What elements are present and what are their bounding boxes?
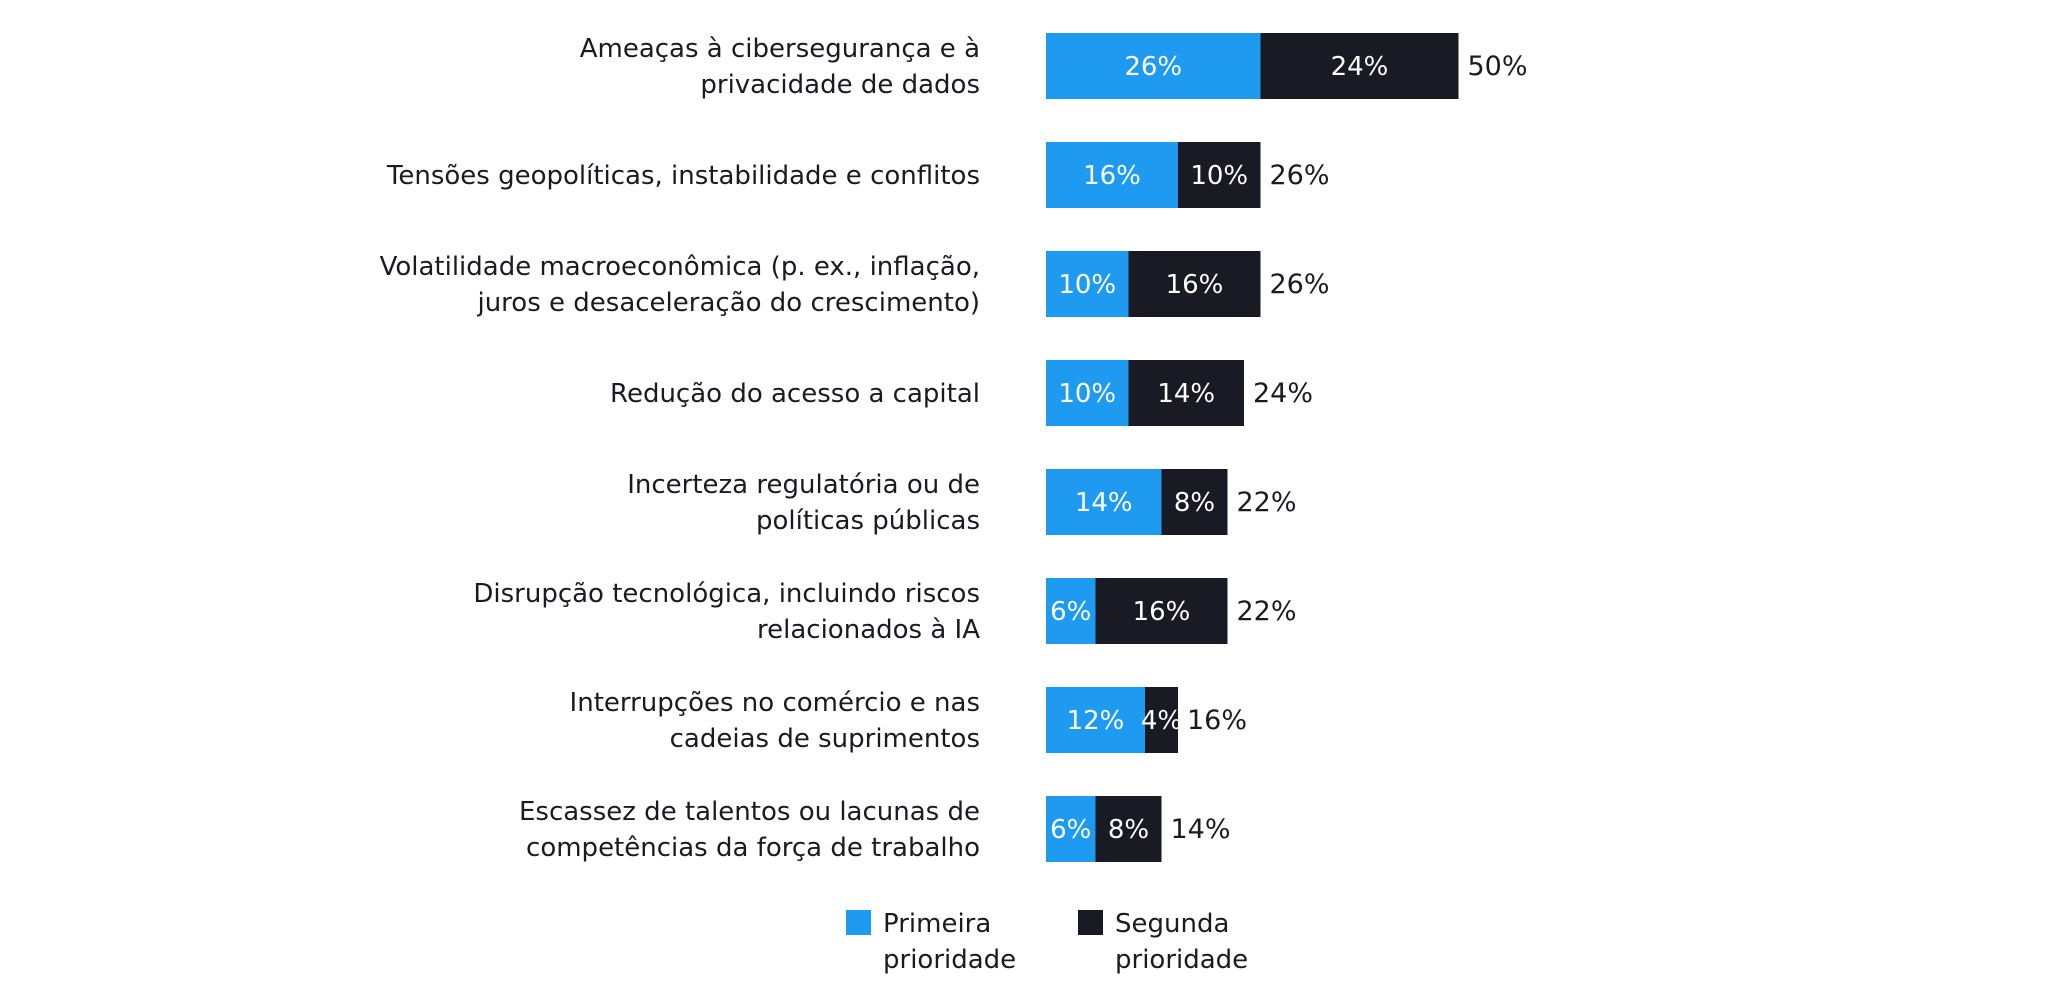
bar-segment-segunda (1095, 578, 1228, 644)
data-label: 16% (1083, 161, 1141, 191)
total-label: 24% (1253, 378, 1313, 409)
legend-label: prioridade (883, 945, 1016, 975)
data-label: 6% (1050, 597, 1091, 627)
bar-row: Tensões geopolíticas, instabilidade e co… (386, 142, 1330, 208)
data-label: 14% (1157, 379, 1215, 409)
legend-label: Segunda (1115, 909, 1229, 939)
bar-segment-segunda (1178, 142, 1261, 208)
category-label: cadeias de suprimentos (670, 724, 980, 754)
total-label: 50% (1468, 51, 1528, 82)
bar-row: Escassez de talentos ou lacunas de compet… (519, 796, 1231, 863)
bar-segment-primeira (1046, 360, 1129, 426)
bar-row: Interrupções no comércio e nas cadeias de… (570, 687, 1247, 754)
data-label: 10% (1058, 379, 1116, 409)
total-label: 16% (1187, 705, 1247, 736)
bar-segment-primeira (1046, 687, 1145, 753)
data-label: 12% (1067, 706, 1125, 736)
bar-segment-segunda (1161, 469, 1228, 535)
bar-row: Disrupção tecnológica, incluindo riscos r… (473, 578, 1297, 645)
category-label: Tensões geopolíticas, instabilidade e co… (386, 161, 980, 191)
data-label: 4% (1141, 706, 1182, 736)
bar-segment-segunda (1095, 796, 1162, 862)
legend-label: Primeira (883, 909, 991, 939)
category-label: competências da força de trabalho (526, 833, 980, 863)
total-label: 26% (1270, 269, 1330, 300)
bar-row: Ameaças à cibersegurança e à privacidade … (580, 33, 1528, 100)
legend-label: prioridade (1115, 945, 1248, 975)
total-label: 22% (1237, 596, 1297, 627)
category-label: Ameaças à cibersegurança e à (580, 34, 980, 64)
bar-segment-segunda (1128, 360, 1244, 426)
data-label: 10% (1190, 161, 1248, 191)
data-label: 6% (1050, 815, 1091, 845)
data-label: 10% (1058, 270, 1116, 300)
data-label: 8% (1108, 815, 1149, 845)
data-label: 8% (1174, 488, 1215, 518)
category-label: Disrupção tecnológica, incluindo riscos (473, 579, 980, 609)
bar-segment-segunda (1145, 687, 1178, 753)
legend-swatch-primeira (846, 910, 871, 935)
chart-rows: Ameaças à cibersegurança e à privacidade … (380, 33, 1528, 863)
bar-row: Redução do acesso a capital 10% 14% 24% (610, 360, 1313, 426)
data-label: 16% (1133, 597, 1191, 627)
category-label: relacionados à IA (757, 615, 980, 645)
bar-row: Volatilidade macroeconômica (p. ex., inf… (380, 251, 1330, 318)
total-label: 14% (1171, 814, 1231, 845)
data-label: 14% (1075, 488, 1133, 518)
category-label: juros e desaceleração do crescimento) (476, 288, 980, 318)
data-label: 24% (1331, 52, 1389, 82)
bar-segment-primeira (1046, 251, 1129, 317)
chart-legend: Primeira prioridade Segunda prioridade (846, 909, 1248, 975)
bar-segment-segunda (1260, 33, 1459, 99)
legend-item-primeira: Primeira prioridade (846, 909, 1016, 975)
category-label: privacidade de dados (700, 70, 980, 100)
total-label: 22% (1237, 487, 1297, 518)
data-label: 16% (1166, 270, 1224, 300)
total-label: 26% (1270, 160, 1330, 191)
bar-segment-primeira (1046, 578, 1096, 644)
bar-segment-primeira (1046, 469, 1162, 535)
category-label: Escassez de talentos ou lacunas de (519, 797, 980, 827)
category-label: Redução do acesso a capital (610, 379, 980, 409)
bar-row: Incerteza regulatória ou de políticas púb… (627, 469, 1297, 536)
bar-segment-primeira (1046, 142, 1178, 208)
category-label: políticas públicas (756, 506, 980, 536)
legend-item-segunda: Segunda prioridade (1078, 909, 1248, 975)
category-label: Volatilidade macroeconômica (p. ex., inf… (380, 252, 980, 282)
category-label: Interrupções no comércio e nas (570, 688, 980, 718)
bar-segment-primeira (1046, 796, 1096, 862)
data-label: 26% (1124, 52, 1182, 82)
category-label: Incerteza regulatória ou de (627, 470, 980, 500)
legend-swatch-segunda (1078, 910, 1103, 935)
bar-segment-primeira (1046, 33, 1261, 99)
bar-segment-segunda (1128, 251, 1261, 317)
